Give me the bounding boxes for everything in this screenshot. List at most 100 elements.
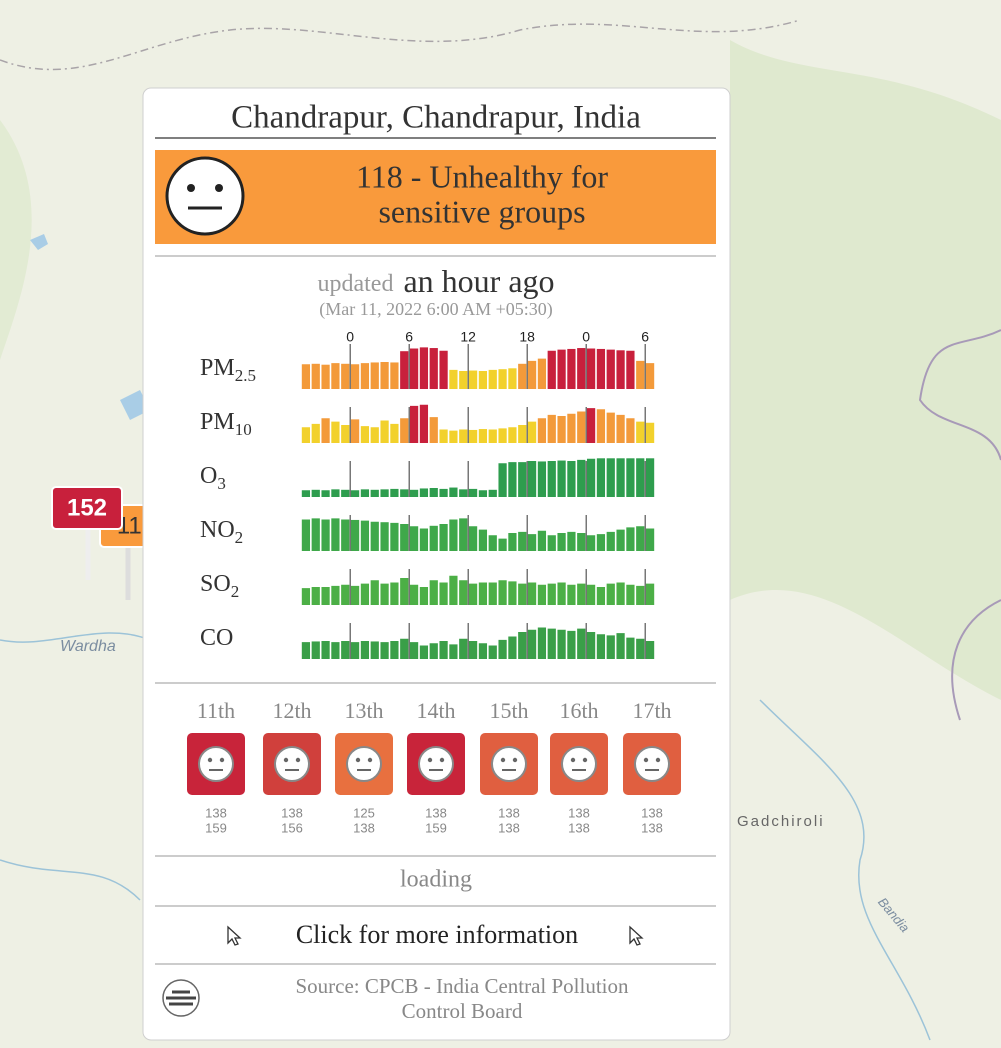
row-label-main: PM <box>200 355 235 381</box>
link-text[interactable]: Click for more information <box>296 920 578 949</box>
history-bar <box>331 422 339 443</box>
history-bar <box>646 641 654 659</box>
history-bar <box>567 414 575 443</box>
history-bar <box>518 584 526 605</box>
history-bar <box>626 527 634 551</box>
history-bar <box>302 364 310 389</box>
popup-title: Chandrapur, Chandrapur, India <box>231 100 641 136</box>
history-bar <box>548 415 556 443</box>
history-bar <box>557 416 565 443</box>
face-icon <box>492 747 526 781</box>
face-icon <box>562 747 596 781</box>
history-bar <box>538 585 546 605</box>
hour-label: 18 <box>519 329 535 345</box>
face-eye <box>656 758 660 762</box>
history-bar <box>380 421 388 444</box>
history-bar <box>626 418 634 443</box>
history-bar <box>626 458 634 497</box>
history-bar <box>459 371 467 389</box>
history-bar <box>636 586 644 605</box>
row-label-sub: 10 <box>235 420 252 439</box>
history-bar <box>607 532 615 551</box>
row-label-sub: 3 <box>217 474 226 493</box>
history-bar <box>597 458 605 497</box>
history-bar <box>312 424 320 443</box>
history-bar <box>439 583 447 606</box>
history-bar <box>567 461 575 497</box>
history-bar <box>341 520 349 552</box>
row-label-sub: 2 <box>235 528 244 547</box>
forecast-value: 125 <box>353 805 375 820</box>
history-bar <box>636 458 644 497</box>
history-bar <box>498 428 506 443</box>
history-bar <box>518 632 526 659</box>
history-bar <box>489 490 497 497</box>
face-eye <box>428 758 432 762</box>
history-bar <box>616 633 624 659</box>
history-bar <box>508 427 516 443</box>
history-bar <box>548 535 556 551</box>
forecast-value: 138 <box>353 820 375 835</box>
history-bar <box>607 413 615 443</box>
history-bar <box>508 462 516 497</box>
history-bar <box>351 419 359 443</box>
row-label: CO <box>200 625 233 651</box>
history-bar <box>528 534 536 551</box>
history-bar <box>351 364 359 389</box>
history-bar <box>331 642 339 659</box>
history-bar <box>508 533 516 551</box>
history-bar <box>548 351 556 389</box>
history-bar <box>321 520 329 552</box>
face-eye <box>296 758 300 762</box>
history-bar <box>390 424 398 443</box>
forecast-value: 138 <box>641 820 663 835</box>
face-icon <box>347 747 381 781</box>
history-bar <box>351 642 359 659</box>
history-bar <box>616 458 624 497</box>
history-bar <box>449 644 457 659</box>
history-bar <box>302 642 310 659</box>
history-bar <box>430 417 438 443</box>
forecast-day: 17th <box>632 698 671 723</box>
history-bar <box>538 359 546 389</box>
history-bar <box>636 361 644 389</box>
history-bar <box>390 583 398 606</box>
history-bar <box>312 641 320 659</box>
history-bar <box>430 643 438 659</box>
history-bar <box>607 584 615 605</box>
history-bar <box>351 586 359 605</box>
forecast-value: 138 <box>641 805 663 820</box>
history-bar <box>577 412 585 444</box>
history-bar <box>528 461 536 497</box>
history-bar <box>331 489 339 497</box>
history-bar <box>587 459 595 497</box>
forecast-value: 156 <box>281 820 303 835</box>
face-icon <box>199 747 233 781</box>
history-bar <box>420 405 428 443</box>
history-bar <box>538 531 546 551</box>
forecast-value: 138 <box>281 805 303 820</box>
history-bar <box>479 429 487 443</box>
forecast-value: 138 <box>568 805 590 820</box>
history-bar <box>410 526 418 551</box>
history-bar <box>508 637 516 660</box>
history-bar <box>567 585 575 605</box>
aqi-headline: 118 - Unhealthy for <box>356 158 608 194</box>
history-bar <box>380 642 388 659</box>
place-label: Gadchiroli <box>737 813 825 830</box>
face-eye <box>501 758 505 762</box>
history-bar <box>459 489 467 497</box>
history-bar <box>646 423 654 443</box>
face-icon <box>635 747 669 781</box>
history-bar <box>616 583 624 606</box>
history-bar <box>400 489 408 497</box>
history-bar <box>400 524 408 551</box>
history-bar <box>410 585 418 605</box>
history-bar <box>390 523 398 551</box>
history-bar <box>528 630 536 659</box>
history-bar <box>449 576 457 605</box>
face-eye <box>644 758 648 762</box>
history-bar <box>538 628 546 660</box>
row-label-sub: 2 <box>231 582 240 601</box>
history-bar <box>557 350 565 389</box>
